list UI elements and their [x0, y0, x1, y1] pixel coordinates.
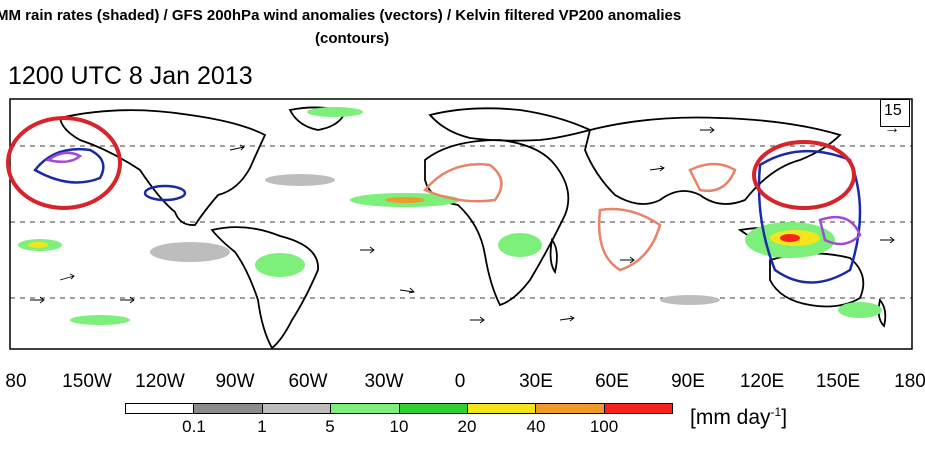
figure-title-line-1: MM rain rates (shaded) / GFS 200hPa wind…	[0, 7, 682, 24]
contour-negative-west-pacific	[757, 149, 862, 284]
colorbar-label: 5	[325, 417, 335, 436]
colorbar-segment	[331, 404, 400, 413]
coast-asia	[584, 116, 842, 205]
contour-negative-pacific	[143, 184, 187, 202]
contour-positive-indian-ocean	[598, 207, 662, 272]
colorbar-segment	[536, 404, 605, 413]
highlight-circle-west	[6, 116, 122, 210]
coast-europe	[428, 107, 593, 142]
coast-south-america	[210, 226, 319, 350]
colorbar-segment	[399, 404, 468, 413]
colorbar-label: 100	[589, 417, 619, 436]
colorbar-label: 10	[389, 417, 409, 436]
lon-label-120e: 120E	[739, 371, 785, 392]
contour-positive-africa	[422, 163, 503, 203]
colorbar-segment	[126, 404, 195, 413]
reference-vector-label: 15 →	[884, 102, 902, 137]
wind-vectors	[30, 126, 895, 324]
lon-label-30w: 30W	[364, 371, 404, 392]
lon-label-60e: 60E	[595, 371, 629, 392]
colorbar-segment	[262, 404, 332, 413]
vp200-contours	[33, 148, 862, 284]
contour-strong-negative-west	[44, 151, 83, 164]
coast-madagascar	[549, 237, 558, 275]
figure-title-line-2: (contours)	[315, 30, 390, 47]
colorbar-label: 0.1	[182, 417, 206, 436]
reference-vector-box	[880, 99, 910, 127]
lon-label-120w: 120W	[135, 371, 185, 392]
lon-label-30e: 30E	[519, 371, 553, 392]
map-timestamp: 1200 UTC 8 Jan 2013	[8, 62, 253, 90]
lon-label-0: 0	[454, 371, 466, 392]
coast-africa	[424, 139, 570, 307]
colorbar-segment	[194, 404, 263, 413]
lon-label-180w: 80	[5, 371, 27, 392]
colorbar-label: 40	[526, 417, 546, 436]
colorbar-label: 20	[457, 417, 477, 436]
coast-greenland	[288, 106, 347, 131]
lon-label-90e: 90E	[671, 371, 705, 392]
coast-north-america	[58, 109, 267, 226]
lon-label-180e: 180	[894, 371, 925, 392]
rain-shading	[18, 107, 882, 325]
lon-label-60w: 60W	[288, 371, 328, 392]
contour-negative-west	[33, 148, 105, 184]
lon-label-150w: 150W	[62, 371, 112, 392]
lon-label-90w: 90W	[215, 371, 255, 392]
colorbar-label: 1	[257, 417, 267, 436]
colorbar-segment	[467, 404, 537, 413]
colorbar-units: [mm day-1]	[690, 405, 788, 429]
lon-label-150e: 150E	[815, 371, 861, 392]
colorbar-segment	[604, 404, 672, 413]
contour-strong-negative-west-pacific	[818, 215, 862, 246]
highlight-circle-east	[752, 140, 856, 210]
rain-colorbar	[125, 403, 673, 414]
contour-positive-india	[688, 162, 737, 193]
